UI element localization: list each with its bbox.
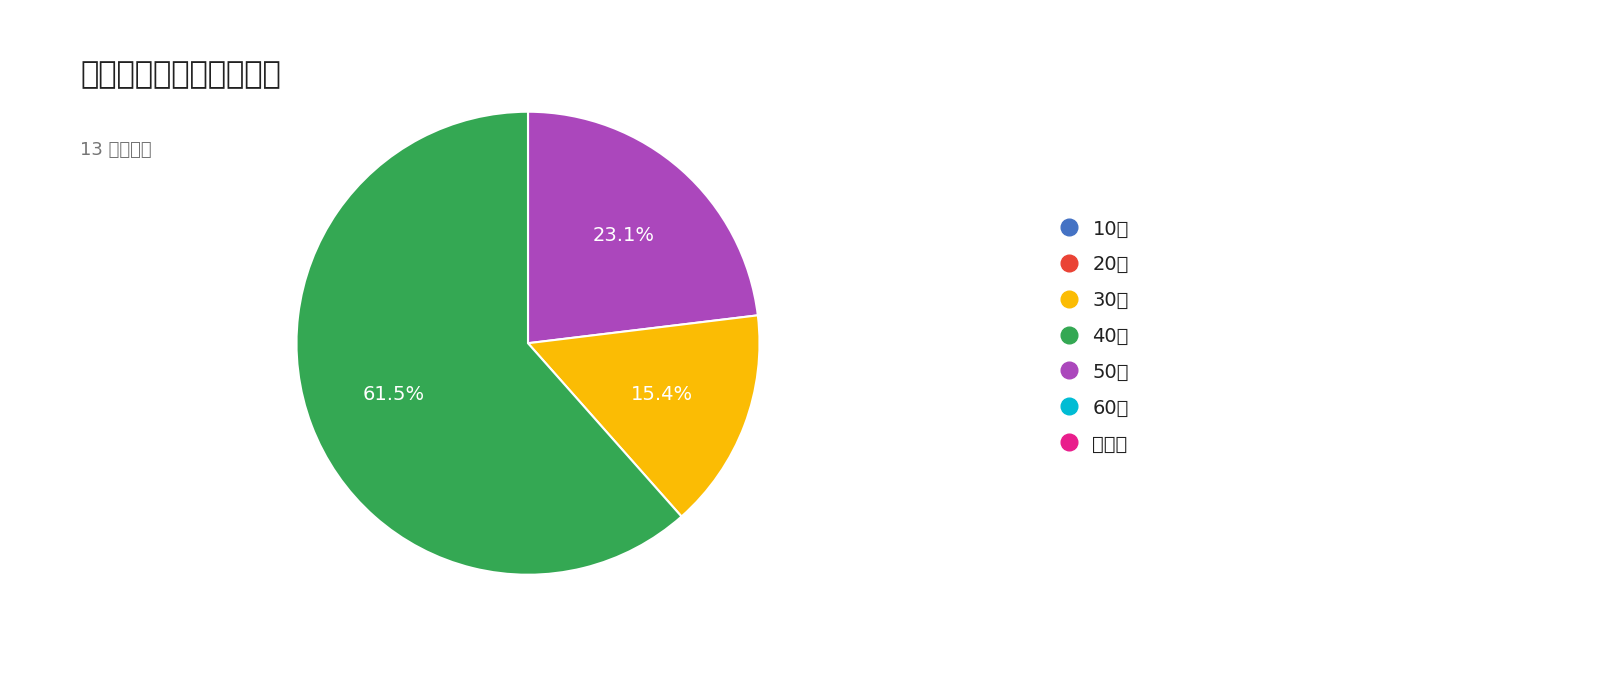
Text: 23.1%: 23.1% — [592, 226, 654, 245]
Wedge shape — [528, 112, 758, 343]
Text: 13 件の回答: 13 件の回答 — [80, 141, 152, 160]
Legend: 10代, 20代, 30代, 40代, 50代, 60代, その他: 10代, 20代, 30代, 40代, 50代, 60代, その他 — [1059, 219, 1130, 454]
Text: 年齢をお聞かせください: 年齢をお聞かせください — [80, 61, 280, 90]
Wedge shape — [296, 112, 682, 575]
Wedge shape — [528, 316, 760, 516]
Text: 61.5%: 61.5% — [363, 385, 426, 404]
Text: 15.4%: 15.4% — [630, 385, 693, 404]
